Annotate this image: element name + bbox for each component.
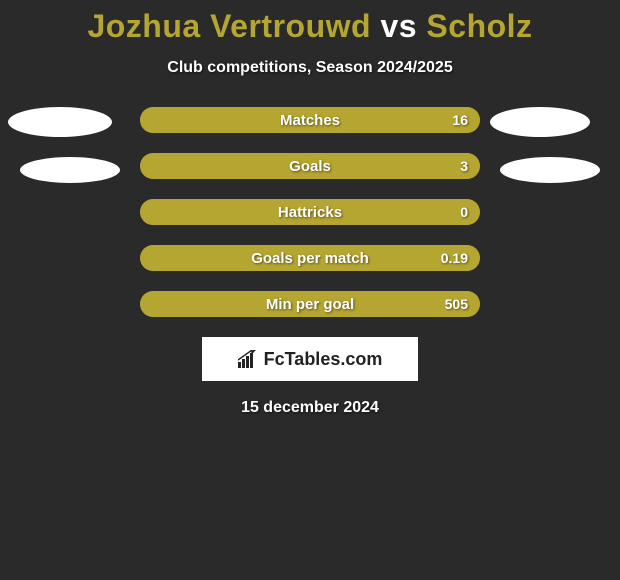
- infographic-container: Jozhua Vertrouwd vs Scholz Club competit…: [0, 0, 620, 417]
- stat-label: Hattricks: [140, 204, 480, 221]
- player1-name: Jozhua Vertrouwd: [87, 8, 371, 44]
- date-text: 15 december 2024: [0, 399, 620, 417]
- decorative-ellipse: [20, 157, 120, 183]
- stat-label: Goals: [140, 158, 480, 175]
- stats-area: Matches16 Goals3 Hattricks0 Goals per match…: [0, 107, 620, 317]
- decorative-ellipse: [490, 107, 590, 137]
- stat-row: Hattricks0: [140, 199, 480, 225]
- stat-row: Goals per match0.19: [140, 245, 480, 271]
- decorative-ellipse: [500, 157, 600, 183]
- stat-rows-container: Matches16 Goals3 Hattricks0 Goals per match…: [0, 107, 620, 317]
- decorative-ellipse: [8, 107, 112, 137]
- player2-name: Scholz: [426, 8, 532, 44]
- page-title: Jozhua Vertrouwd vs Scholz: [0, 8, 620, 45]
- stat-label: Min per goal: [140, 296, 480, 313]
- logo-label: FcTables.com: [264, 349, 383, 370]
- stat-value-right: 505: [445, 296, 468, 312]
- stat-value-right: 16: [452, 112, 468, 128]
- bar-chart-icon: [238, 350, 260, 368]
- stat-row: Goals3: [140, 153, 480, 179]
- stat-value-right: 0.19: [441, 250, 468, 266]
- stat-value-right: 0: [460, 204, 468, 220]
- stat-row: Min per goal505: [140, 291, 480, 317]
- logo-text: FcTables.com: [238, 349, 383, 370]
- stat-value-right: 3: [460, 158, 468, 174]
- stat-label: Matches: [140, 112, 480, 129]
- stat-row: Matches16: [140, 107, 480, 133]
- stat-label: Goals per match: [140, 250, 480, 267]
- vs-text: vs: [380, 8, 417, 44]
- logo-box[interactable]: FcTables.com: [202, 337, 418, 381]
- subtitle: Club competitions, Season 2024/2025: [0, 59, 620, 77]
